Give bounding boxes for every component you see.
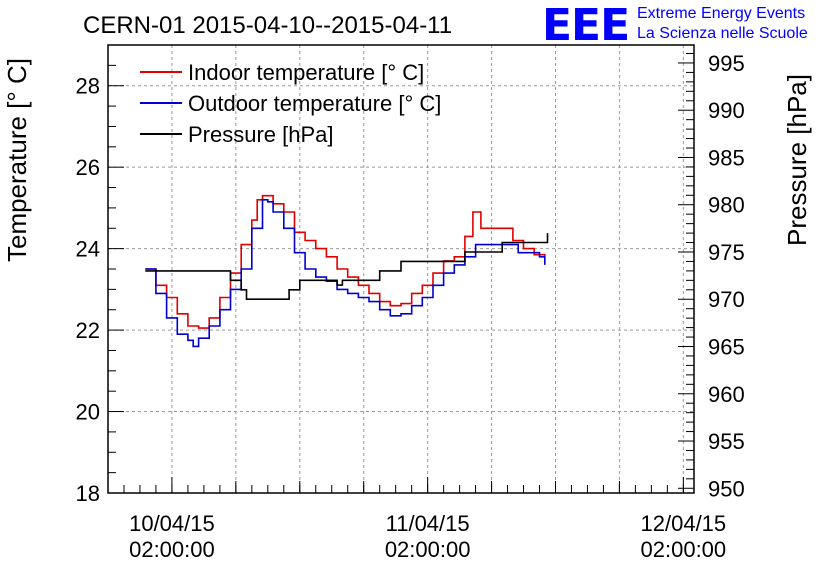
x-tick-label-time: 02:00:00 <box>129 537 215 562</box>
y2-tick-label: 960 <box>708 382 745 407</box>
y-tick-label: 28 <box>76 74 100 99</box>
org-name-line2: La Scienza nelle Scuole <box>637 25 808 42</box>
y2-axis-label: Pressure [hPa] <box>782 74 812 246</box>
x-tick-label-date: 11/04/15 <box>386 511 470 536</box>
series-layer <box>145 194 549 348</box>
y2-tick-label: 985 <box>708 145 745 170</box>
y2-tick-label: 980 <box>708 193 745 218</box>
y-axis-label: Temperature [° C] <box>2 58 32 262</box>
x-tick-label-date: 12/04/15 <box>641 511 727 536</box>
axes: 18 20 22 24 26 28 950 955 960 965 970 975 980 985 990 9… <box>76 51 745 562</box>
y-tick-label: 26 <box>76 155 100 180</box>
y-tick-label: 18 <box>76 481 100 506</box>
y2-tick-label: 995 <box>708 51 745 76</box>
y2-tick-label: 950 <box>708 476 745 501</box>
legend-label-3: Pressure [hPa] <box>188 122 334 147</box>
org-name-line1: Extreme Energy Events <box>637 5 805 22</box>
y2-tick-label: 975 <box>708 240 745 265</box>
y2-tick-label: 955 <box>708 429 745 454</box>
y-tick-label: 20 <box>76 400 100 425</box>
y-tick-label: 22 <box>76 318 100 343</box>
series-line-2 <box>145 199 546 348</box>
series-line-3 <box>145 233 549 300</box>
eee-logo: EEE <box>542 0 629 51</box>
legend-label-2: Outdoor temperature [° C] <box>188 91 441 116</box>
grid <box>107 45 694 494</box>
x-tick-label-date: 10/04/15 <box>129 511 215 536</box>
chart-title: CERN-01 2015-04-10--2015-04-11 <box>83 12 452 39</box>
x-tick-label-time: 02:00:00 <box>641 537 727 562</box>
y2-tick-label: 990 <box>708 98 745 123</box>
legend: Indoor temperature [° C] Outdoor temperat… <box>140 60 441 147</box>
x-tick-label-time: 02:00:00 <box>385 537 471 562</box>
series-line-1 <box>145 194 546 329</box>
legend-label-1: Indoor temperature [° C] <box>188 60 424 85</box>
y-tick-label: 24 <box>76 237 100 262</box>
y2-tick-label: 965 <box>708 335 745 360</box>
y2-tick-label: 970 <box>708 287 745 312</box>
